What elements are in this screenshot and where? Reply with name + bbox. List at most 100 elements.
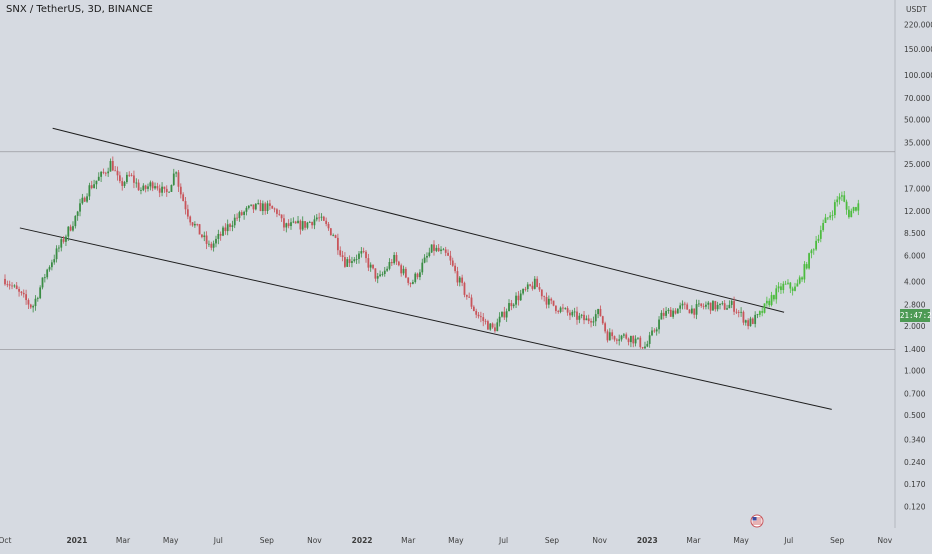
- candle-body: [247, 205, 250, 208]
- y-tick-label: 1.400: [904, 345, 926, 354]
- candle-body: [222, 227, 224, 236]
- x-tick-label: Oct: [0, 536, 12, 545]
- candle-body: [196, 223, 199, 225]
- candle-body: [451, 260, 454, 266]
- x-tick-label: Jul: [783, 536, 793, 545]
- candle-body: [430, 244, 433, 253]
- candle-body: [390, 262, 393, 264]
- candle-body: [53, 259, 56, 263]
- candle-body: [484, 320, 487, 322]
- candle-body: [351, 261, 353, 263]
- candle-body: [81, 197, 84, 204]
- candle-body: [437, 247, 440, 252]
- candle-body: [723, 303, 726, 310]
- y-tick-label: 150.000: [904, 45, 932, 54]
- candle-body: [243, 211, 246, 215]
- candle-body: [168, 191, 170, 193]
- candle-body: [651, 330, 653, 336]
- x-tick-label: Nov: [307, 536, 322, 545]
- candle-body: [395, 254, 398, 262]
- candle-body: [440, 249, 442, 252]
- candle-body: [107, 171, 110, 174]
- candle-body: [123, 182, 126, 186]
- candle-body: [65, 236, 67, 242]
- projection-candle-body: [848, 209, 850, 218]
- y-tick-label: 0.170: [904, 480, 926, 489]
- candle-body: [662, 312, 665, 316]
- candle-body: [552, 300, 555, 306]
- x-tick-label: May: [733, 536, 749, 545]
- projection-candle-body: [824, 217, 827, 224]
- candle-body: [693, 308, 696, 315]
- candle-body: [151, 182, 154, 189]
- candle-body: [208, 243, 210, 245]
- candle-body: [285, 223, 288, 228]
- candle-body: [320, 216, 323, 218]
- candle-body: [4, 278, 6, 285]
- candle-body: [667, 309, 670, 311]
- x-tick-label: Jul: [213, 536, 223, 545]
- candle-body: [665, 310, 667, 316]
- candle-body: [496, 322, 499, 332]
- candle-body: [269, 203, 271, 206]
- candle-body: [491, 323, 494, 328]
- candle-body: [517, 295, 520, 301]
- candle-body: [458, 277, 461, 283]
- candle-body: [29, 304, 32, 308]
- candle-body: [557, 310, 560, 312]
- candle-body: [140, 190, 142, 191]
- projection-candle-body: [840, 195, 843, 197]
- x-tick-label: Sep: [830, 536, 844, 545]
- candle-body: [538, 287, 541, 290]
- candle-body: [714, 301, 717, 310]
- us-flag-icon: [750, 514, 764, 528]
- candle-body: [435, 247, 438, 251]
- candle-body: [419, 272, 421, 278]
- candle-body: [688, 309, 691, 314]
- candle-body: [524, 289, 527, 290]
- projection-candle-body: [810, 250, 813, 254]
- chart-title: SNX / TetherUS, 3D, BINANCE: [6, 4, 153, 15]
- candle-body: [226, 224, 229, 232]
- projection-candle-body: [822, 223, 825, 231]
- candle-body: [257, 202, 260, 204]
- candle-body: [336, 237, 339, 251]
- candle-body: [646, 343, 649, 347]
- candle-body: [426, 256, 428, 258]
- candle-body: [594, 314, 597, 322]
- candle-body: [749, 318, 752, 327]
- candle-body: [707, 302, 710, 305]
- candle-body: [130, 175, 133, 177]
- candle-body: [266, 203, 269, 211]
- candle-body: [121, 181, 124, 186]
- candle-body: [88, 185, 91, 197]
- candle-body: [737, 312, 740, 313]
- candle-body: [456, 271, 459, 283]
- candle-body: [165, 188, 168, 193]
- candle-body: [632, 335, 635, 344]
- candle-body: [90, 185, 93, 189]
- candle-body: [522, 289, 524, 294]
- candle-body: [224, 227, 227, 232]
- projection-candle-body: [784, 283, 787, 285]
- candle-body: [376, 276, 379, 279]
- projection-candle-body: [789, 282, 792, 289]
- candle-body: [444, 249, 447, 253]
- projection-candle-body: [798, 277, 801, 284]
- candle-body: [236, 217, 238, 219]
- candle-body: [449, 255, 452, 261]
- projection-candle-body: [787, 282, 789, 284]
- projection-candle-body: [852, 207, 855, 211]
- x-tick-label: 2021: [66, 536, 87, 545]
- candle-body: [156, 186, 159, 189]
- candle-body: [479, 316, 482, 318]
- candle-body: [611, 332, 614, 337]
- candle-body: [259, 202, 262, 212]
- candle-body: [604, 323, 607, 332]
- candle-body: [653, 330, 656, 332]
- candle-body: [733, 301, 735, 312]
- candle-body: [163, 186, 166, 189]
- candle-body: [630, 335, 632, 343]
